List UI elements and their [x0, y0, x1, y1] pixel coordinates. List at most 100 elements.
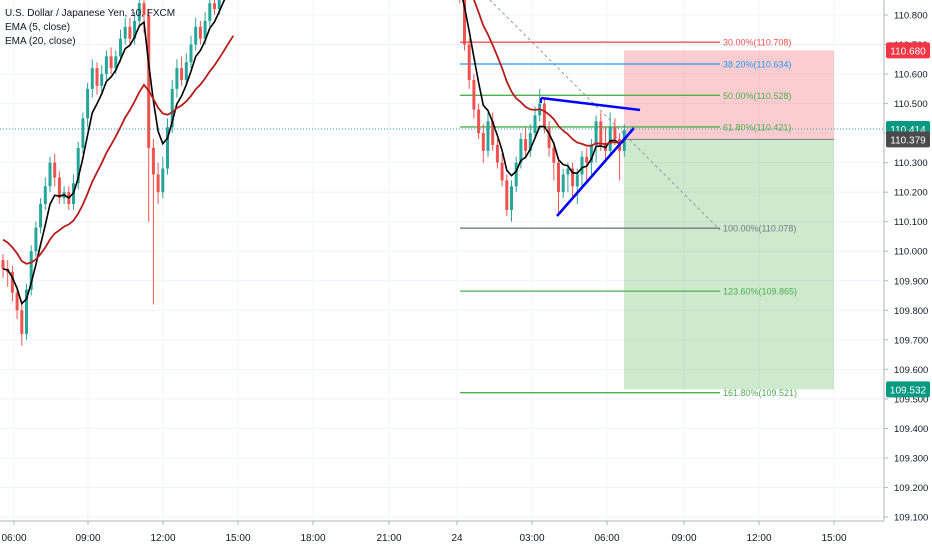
candle-body: [472, 79, 476, 110]
fib-level-label: 161.80%(109.521): [723, 388, 797, 398]
candle-body: [208, 3, 212, 21]
ema-lines: [2, 0, 625, 306]
candle-body: [10, 271, 14, 293]
ema-slow-line: [2, 35, 235, 265]
candle-body: [519, 139, 523, 163]
candle-body: [119, 38, 122, 57]
candle-body: [552, 147, 556, 163]
candle-body: [39, 203, 43, 228]
fib-level-label: 30.00%(110.708): [723, 38, 791, 48]
support-line: [556, 127, 635, 217]
candle-body: [86, 88, 90, 119]
grid: [0, 0, 884, 521]
y-tick-label: 109.800: [894, 306, 928, 317]
price-axis-bg: [884, 0, 932, 550]
candle-body: [128, 26, 132, 39]
x-tick-label: 15:00: [225, 533, 250, 544]
price-tag-label: 110.414: [890, 125, 926, 136]
y-tick-label: 109.500: [894, 394, 928, 405]
x-tick-label: 15:00: [821, 533, 846, 544]
y-tick-label: 109.700: [894, 335, 928, 346]
candle-body: [566, 168, 570, 175]
x-tick-label: 06:00: [1, 533, 26, 544]
candle-body: [34, 227, 38, 252]
candle-body: [100, 74, 104, 86]
fib-trend-line: [489, 0, 721, 231]
candle-body: [561, 174, 565, 193]
candle-body: [463, 0, 466, 45]
y-tick-label: 110.100: [894, 217, 928, 228]
y-tick-label: 109.300: [894, 453, 928, 464]
y-tick-label: 109.100: [894, 513, 928, 524]
candle-body: [613, 127, 617, 140]
time-axis-bg: [0, 521, 932, 550]
chart-legend: U.S. Dollar / Japanese Yen, 10, FXCM EMA…: [5, 7, 175, 49]
candle-body: [180, 68, 184, 80]
candle-body: [166, 127, 169, 169]
price-tag: [886, 131, 930, 148]
candle-body: [481, 133, 485, 151]
candle-body: [95, 68, 99, 86]
legend-ema-slow: EMA (20, close): [5, 36, 76, 47]
fib-level-label: 100.00%(110.078): [723, 224, 796, 234]
candle-body: [491, 121, 495, 145]
candle-body: [53, 162, 57, 178]
x-tick-label: 09:00: [671, 533, 696, 544]
x-tick-label: 18:00: [300, 533, 325, 544]
candle-body: [170, 88, 174, 128]
x-tick-label: 09:00: [75, 533, 100, 544]
candle-body: [20, 310, 24, 334]
candle-body: [189, 44, 193, 63]
candle-body: [608, 127, 612, 151]
candle-body: [486, 121, 490, 151]
candle-body: [137, 3, 141, 21]
x-tick-label: 24: [451, 533, 463, 544]
price-tag: [886, 42, 930, 59]
candle-body: [547, 127, 551, 148]
price-tag-label: 110.379: [890, 135, 926, 146]
candle-body: [29, 251, 33, 290]
candle-body: [57, 177, 61, 199]
candle-body: [15, 292, 19, 311]
short-position-tool[interactable]: [460, 0, 834, 390]
candle-body: [1, 260, 5, 269]
candle-body: [142, 3, 146, 15]
ema-fast-line: [462, 0, 625, 177]
candle-body: [495, 144, 499, 163]
legend-ema-fast: EMA (5, close): [5, 22, 71, 33]
triangle-pattern[interactable]: [0, 96, 884, 217]
candle-body: [213, 3, 216, 10]
fibonacci-extension[interactable]: 30.00%(110.708) 38.20%(110.634) 50.00%(110…: [460, 38, 797, 399]
candle-body: [571, 168, 575, 187]
candle-body: [90, 68, 94, 89]
candle-body: [133, 20, 137, 39]
candle-body: [528, 133, 532, 151]
x-tick-label: 03:00: [519, 533, 544, 544]
fib-level-label: 50.00%(110.528): [723, 91, 791, 101]
candle-body: [599, 121, 603, 145]
y-tick-label: 110.500: [894, 99, 928, 110]
ema-slow-line: [473, 0, 625, 147]
candle-body: [109, 56, 113, 69]
candle-body: [184, 62, 188, 80]
candle-body: [467, 44, 471, 80]
candle-body: [175, 68, 179, 89]
candle-body: [580, 156, 584, 175]
candle-body: [147, 15, 151, 148]
reward-zone: [624, 139, 834, 390]
candle-body: [533, 115, 537, 134]
legend-symbol: U.S. Dollar / Japanese Yen, 10, FXCM: [5, 8, 176, 19]
candle-body: [161, 168, 165, 193]
candle-body: [156, 174, 160, 193]
candle-body: [123, 26, 127, 39]
y-tick-label: 109.900: [894, 276, 928, 287]
candle-body: [524, 139, 528, 151]
price-tag-label: 110.680: [890, 46, 926, 57]
y-tick-label: 110.800: [894, 11, 928, 22]
candle-body: [500, 162, 504, 181]
resistance-line: [540, 96, 641, 112]
y-tick-label: 110.300: [894, 158, 928, 169]
candle-body: [217, 0, 221, 10]
